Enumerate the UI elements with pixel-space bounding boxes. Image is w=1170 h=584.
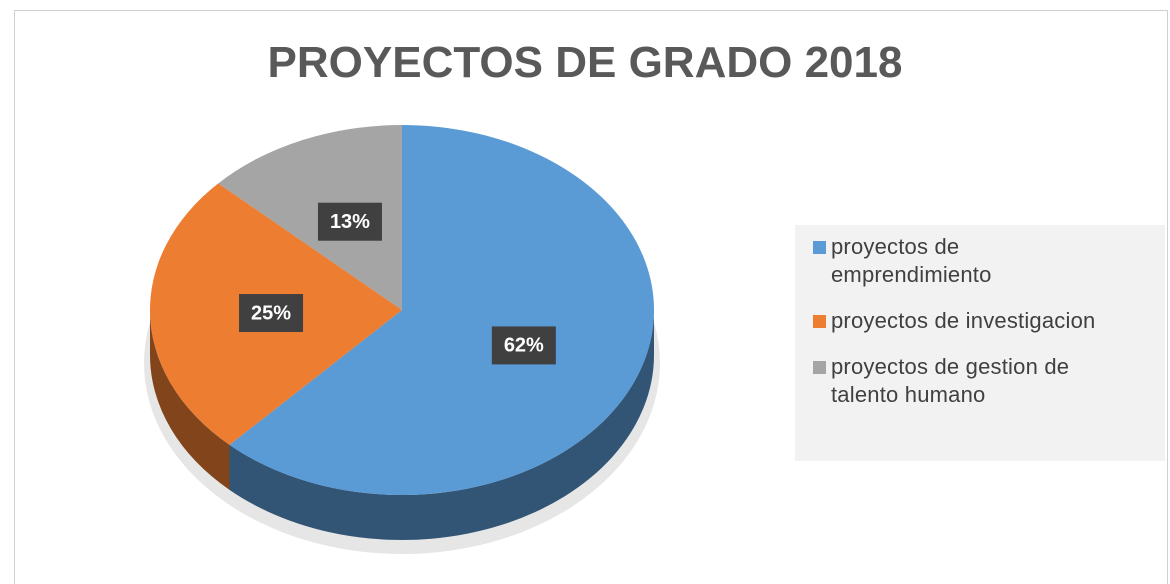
data-label-box — [317, 202, 382, 241]
legend-item: proyectos de gestion de talento humano — [813, 353, 1123, 409]
legend: proyectos de emprendimiento proyectos de … — [795, 225, 1165, 461]
slice-side — [150, 310, 230, 490]
legend-item: proyectos de investigacion — [813, 307, 1123, 335]
legend-swatch — [813, 361, 826, 374]
chart-title: PROYECTOS DE GRADO 2018 — [267, 38, 903, 87]
legend-label: proyectos de gestion de talento humano — [831, 354, 1070, 407]
slice — [229, 125, 654, 495]
chart-frame — [14, 10, 1168, 584]
slice-side — [229, 310, 654, 541]
data-label: 13% — [330, 211, 370, 233]
legend-swatch — [813, 241, 826, 254]
data-label: 62% — [504, 335, 544, 357]
data-label-box — [239, 294, 304, 333]
data-label: 25% — [251, 302, 291, 324]
legend-label: proyectos de investigacion — [831, 308, 1096, 333]
legend-item: proyectos de emprendimiento — [813, 233, 1123, 289]
data-label-box — [491, 326, 556, 365]
legend-label: proyectos de emprendimiento — [831, 234, 992, 287]
slice — [218, 125, 402, 310]
legend-swatch — [813, 315, 826, 328]
